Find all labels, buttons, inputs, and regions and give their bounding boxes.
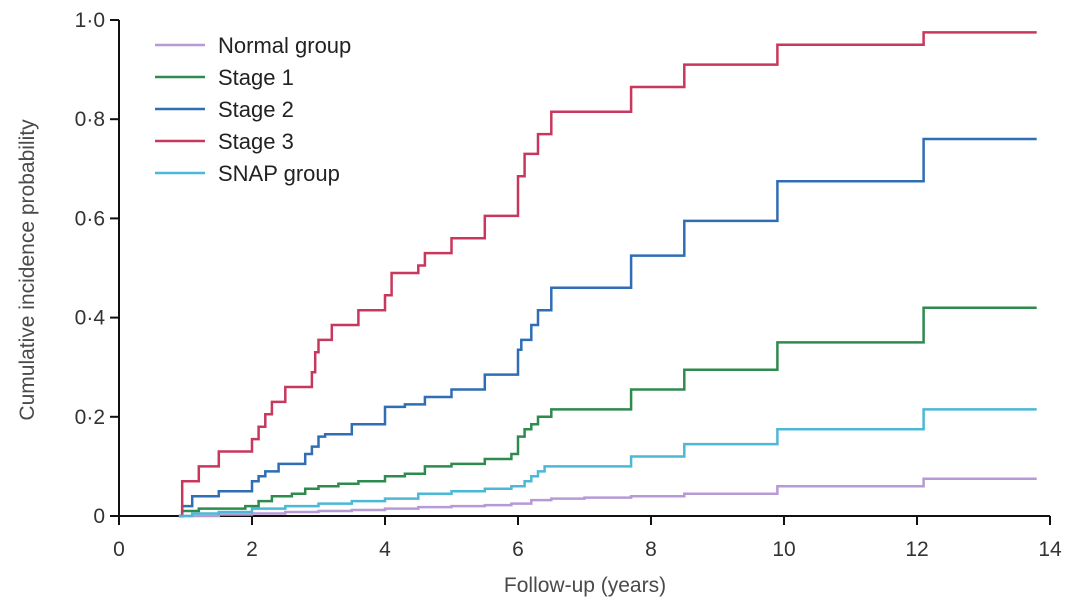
- x-tick-label: 2: [246, 538, 258, 561]
- x-tick-label: 12: [905, 538, 928, 561]
- legend-label: Stage 3: [218, 129, 294, 154]
- y-tick-label: 0·4: [75, 307, 106, 330]
- x-tick-label: 6: [512, 538, 524, 561]
- x-tick-label: 0: [113, 538, 125, 561]
- y-tick-label: 0: [93, 505, 105, 528]
- legend-label: Normal group: [218, 33, 351, 58]
- axes: 0 0·2 0·4 0·6 0·8 1·0 0 2 4 6 8 10 12 14: [75, 9, 1062, 561]
- x-tick-label: 4: [379, 538, 391, 561]
- series-line-stage-3: [178, 31, 1037, 518]
- series-layer: [178, 31, 1037, 518]
- legend-item-snap-group: SNAP group: [155, 161, 340, 186]
- legend-item-stage-2: Stage 2: [155, 97, 294, 122]
- x-axis-title: Follow-up (years): [504, 574, 666, 597]
- legend-item-stage-1: Stage 1: [155, 65, 294, 90]
- legend-label: Stage 1: [218, 65, 294, 90]
- series-line-stage-1: [178, 306, 1037, 518]
- y-tick-label: 0·6: [75, 207, 105, 230]
- legend-item-normal-group: Normal group: [155, 33, 351, 58]
- y-axis-title: Cumulative incidence probability: [16, 119, 39, 421]
- series-line-snap-group: [178, 408, 1037, 518]
- x-tick-label: 8: [645, 538, 657, 561]
- y-tick-label: 1·0: [75, 9, 105, 32]
- legend: Normal group Stage 1 Stage 2 Stage 3 SNAP gr…: [155, 33, 351, 186]
- x-tick-label: 10: [772, 538, 795, 561]
- series-line-stage-2: [178, 137, 1037, 518]
- series-line-normal-group: [178, 477, 1037, 518]
- legend-item-stage-3: Stage 3: [155, 129, 294, 154]
- x-tick-label: 14: [1038, 538, 1062, 561]
- legend-label: SNAP group: [218, 161, 340, 186]
- y-tick-label: 0·8: [75, 108, 105, 131]
- legend-label: Stage 2: [218, 97, 294, 122]
- y-tick-label: 0·2: [75, 406, 105, 429]
